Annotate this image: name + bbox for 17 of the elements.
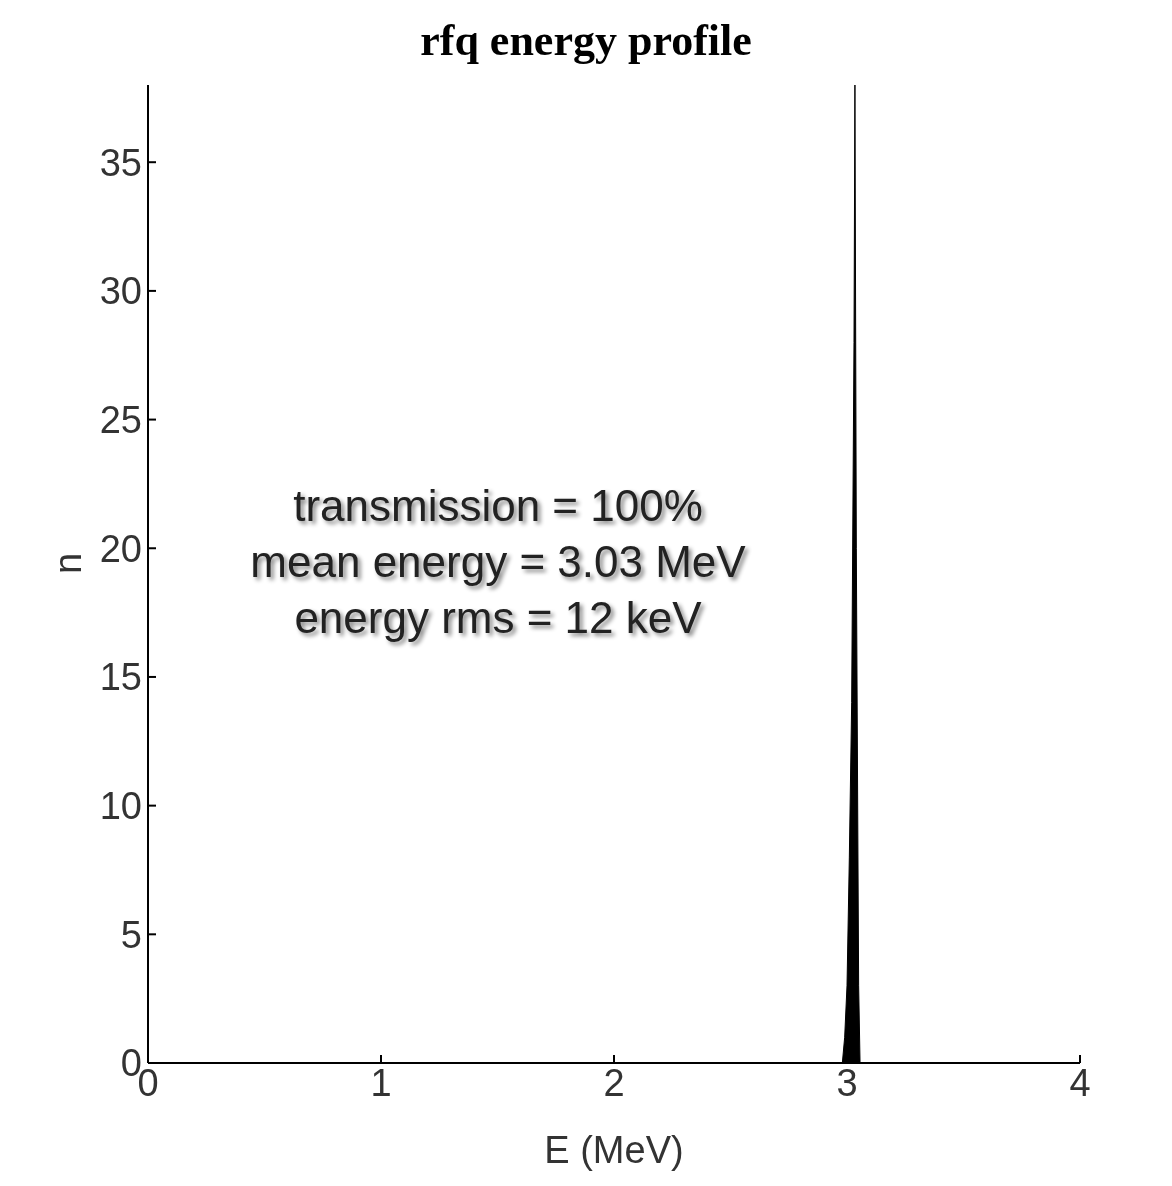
y-tick-label: 35	[99, 141, 142, 184]
y-tick-label: 30	[99, 270, 142, 313]
y-tick-label: 5	[120, 913, 142, 956]
x-tick-label: 4	[1069, 1061, 1091, 1104]
x-tick-label: 1	[370, 1061, 392, 1104]
x-tick-label: 2	[603, 1061, 625, 1104]
y-tick-label: 10	[99, 785, 142, 828]
annotation: transmission = 100%	[292, 480, 704, 532]
annotation: energy rms = 12 keV	[293, 592, 703, 644]
x-axis-title: E (MeV)	[544, 1129, 684, 1171]
y-tick-label: 20	[99, 527, 142, 570]
y-axis-title: n	[47, 552, 90, 574]
annotation: mean energy = 3.03 MeV	[249, 536, 747, 588]
y-tick-label: 25	[99, 399, 142, 442]
y-tick-label: 15	[99, 656, 142, 699]
chart-title: rfq energy profile	[419, 16, 753, 66]
x-tick-label: 3	[836, 1061, 858, 1104]
